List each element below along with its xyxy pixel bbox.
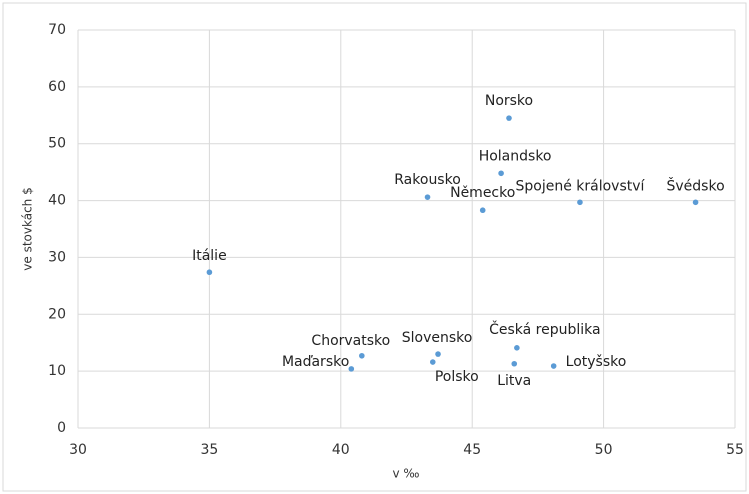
y-tick-label: 70 <box>48 22 66 38</box>
point <box>550 363 557 369</box>
point <box>692 199 699 206</box>
point-label: Švédsko <box>667 176 725 194</box>
point <box>206 269 213 276</box>
y-axis-title: ve stovkách $ <box>21 187 35 270</box>
point <box>435 351 441 357</box>
point <box>498 170 504 177</box>
x-tick-label: 50 <box>595 442 613 458</box>
point <box>511 360 518 367</box>
point-label: Polsko <box>435 369 479 385</box>
x-tick-label: 40 <box>332 442 350 458</box>
y-tick-label: 10 <box>48 363 66 379</box>
point <box>429 359 436 365</box>
point <box>514 345 520 351</box>
y-tick-label: 50 <box>48 136 66 152</box>
y-tick-label: 20 <box>48 306 66 322</box>
point-label: Česká republika <box>489 320 601 338</box>
point-label: Litva <box>497 373 531 389</box>
point-label: Maďarsko <box>282 354 349 370</box>
point-label: Holandsko <box>479 148 552 164</box>
y-tick-label: 40 <box>48 193 66 209</box>
point-label: Německo <box>450 185 515 201</box>
y-tick-label: 30 <box>48 249 66 265</box>
x-tick-label: 45 <box>463 442 481 458</box>
point-label: Spojené království <box>515 178 645 194</box>
x-axis-title: v ‰ <box>392 467 419 481</box>
point <box>348 366 355 372</box>
point-label: Slovensko <box>402 330 473 346</box>
point <box>424 194 431 200</box>
point <box>577 199 583 206</box>
point-label: Norsko <box>485 93 533 109</box>
point-label: Rakousko <box>394 172 461 188</box>
x-tick-label: 55 <box>726 442 744 458</box>
y-tick-label: 0 <box>57 420 66 436</box>
point-label: Chorvatsko <box>311 333 390 349</box>
point <box>479 207 486 214</box>
x-tick-label: 35 <box>200 442 218 458</box>
y-tick-label: 60 <box>48 79 66 95</box>
point <box>359 352 365 359</box>
point-label: Lotyšsko <box>566 354 627 370</box>
point <box>506 115 512 121</box>
point-label: Itálie <box>192 248 227 264</box>
x-tick-label: 30 <box>69 442 87 458</box>
